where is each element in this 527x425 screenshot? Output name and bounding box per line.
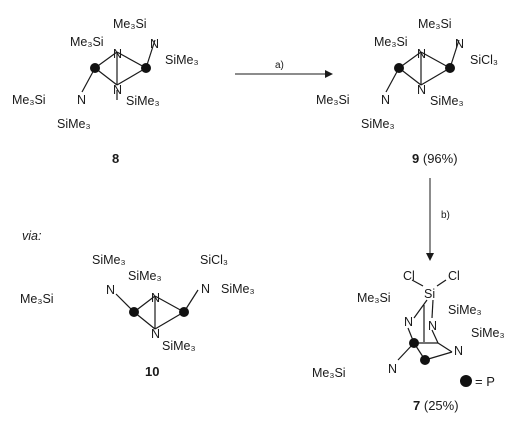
compound-label-9: 9 (96%) [412,151,458,166]
nitrogen-label: N [428,319,437,333]
arrow-label-b: b) [441,210,450,221]
nitrogen-label: N [106,283,115,297]
chlorine-label: Cl [448,269,460,283]
nitrogen-label: N [455,37,464,51]
phosphorus-atom [179,307,189,317]
sime3-label: SiMe₃ [471,326,505,340]
nitrogen-label: N [388,362,397,376]
nitrogen-label: N [151,291,160,305]
phosphorus-atom [129,307,139,317]
nitrogen-label: N [454,344,463,358]
sime3-label: SiMe₃ [361,117,395,131]
me3si-label: Me₃Si [70,35,104,49]
nitrogen-label: N [417,83,426,97]
sicl3-label: SiCl₃ [470,53,498,67]
me3si-label: Me₃Si [12,93,46,107]
legend-text: = P [475,374,495,389]
nitrogen-label: N [113,47,122,61]
phosphorus-atom [90,63,100,73]
nitrogen-label: N [150,37,159,51]
sime3-label: SiMe₃ [57,117,91,131]
me3si-label: Me₃Si [312,366,346,380]
me3si-label: Me₃Si [374,35,408,49]
compound-label-8: 8 [112,151,119,166]
phosphorus-atom [394,63,404,73]
phosphorus-atom [141,63,151,73]
phosphorus-atom [445,63,455,73]
sicl3-label: SiCl₃ [200,253,228,267]
sime3-label: SiMe₃ [165,53,199,67]
me3si-label: Me₃Si [316,93,350,107]
compound-label-10: 10 [145,364,159,379]
legend-phosphorus: = P [460,374,495,389]
phosphorus-atom [409,338,419,348]
sime3-label: SiMe₃ [126,94,160,108]
nitrogen-label: N [381,93,390,107]
sime3-label: SiMe₃ [448,303,482,317]
silicon-label: Si [424,287,435,301]
arrow-label-a: a) [275,60,284,71]
compound-7: Cl Cl Si Me₃Si SiMe₃ N N SiMe₃ N Me₃Si N… [312,269,505,413]
chlorine-label: Cl [403,269,415,283]
nitrogen-label: N [201,282,210,296]
via-label: via: [22,229,41,243]
nitrogen-label: N [77,93,86,107]
nitrogen-label: N [417,47,426,61]
compound-8: Me₃Si Me₃Si N N SiMe₃ N SiMe₃ Me₃Si N Si… [12,17,199,166]
nitrogen-label: N [151,327,160,341]
sime3-label: SiMe₃ [430,94,464,108]
nitrogen-label: N [113,83,122,97]
sime3-label: SiMe₃ [92,253,126,267]
sime3-label: SiMe₃ [162,339,196,353]
nitrogen-label: N [404,315,413,329]
phosphorus-atom [420,355,430,365]
compound-label-7: 7 (25%) [413,398,459,413]
sime3-label: SiMe₃ [221,282,255,296]
me3si-label: Me₃Si [113,17,147,31]
reaction-arrow-b: b) [426,178,450,261]
reaction-arrow-a: a) [235,60,333,78]
me3si-label: Me₃Si [20,292,54,306]
me3si-label: Me₃Si [357,291,391,305]
compound-10: SiMe₃ SiCl₃ SiMe₃ Me₃Si N N N SiMe₃ N Si… [20,253,255,379]
sime3-label: SiMe₃ [128,269,162,283]
compound-9: Me₃Si Me₃Si N N SiCl₃ N SiMe₃ Me₃Si N Si… [316,17,498,166]
me3si-label: Me₃Si [418,17,452,31]
legend-dot [460,375,472,387]
